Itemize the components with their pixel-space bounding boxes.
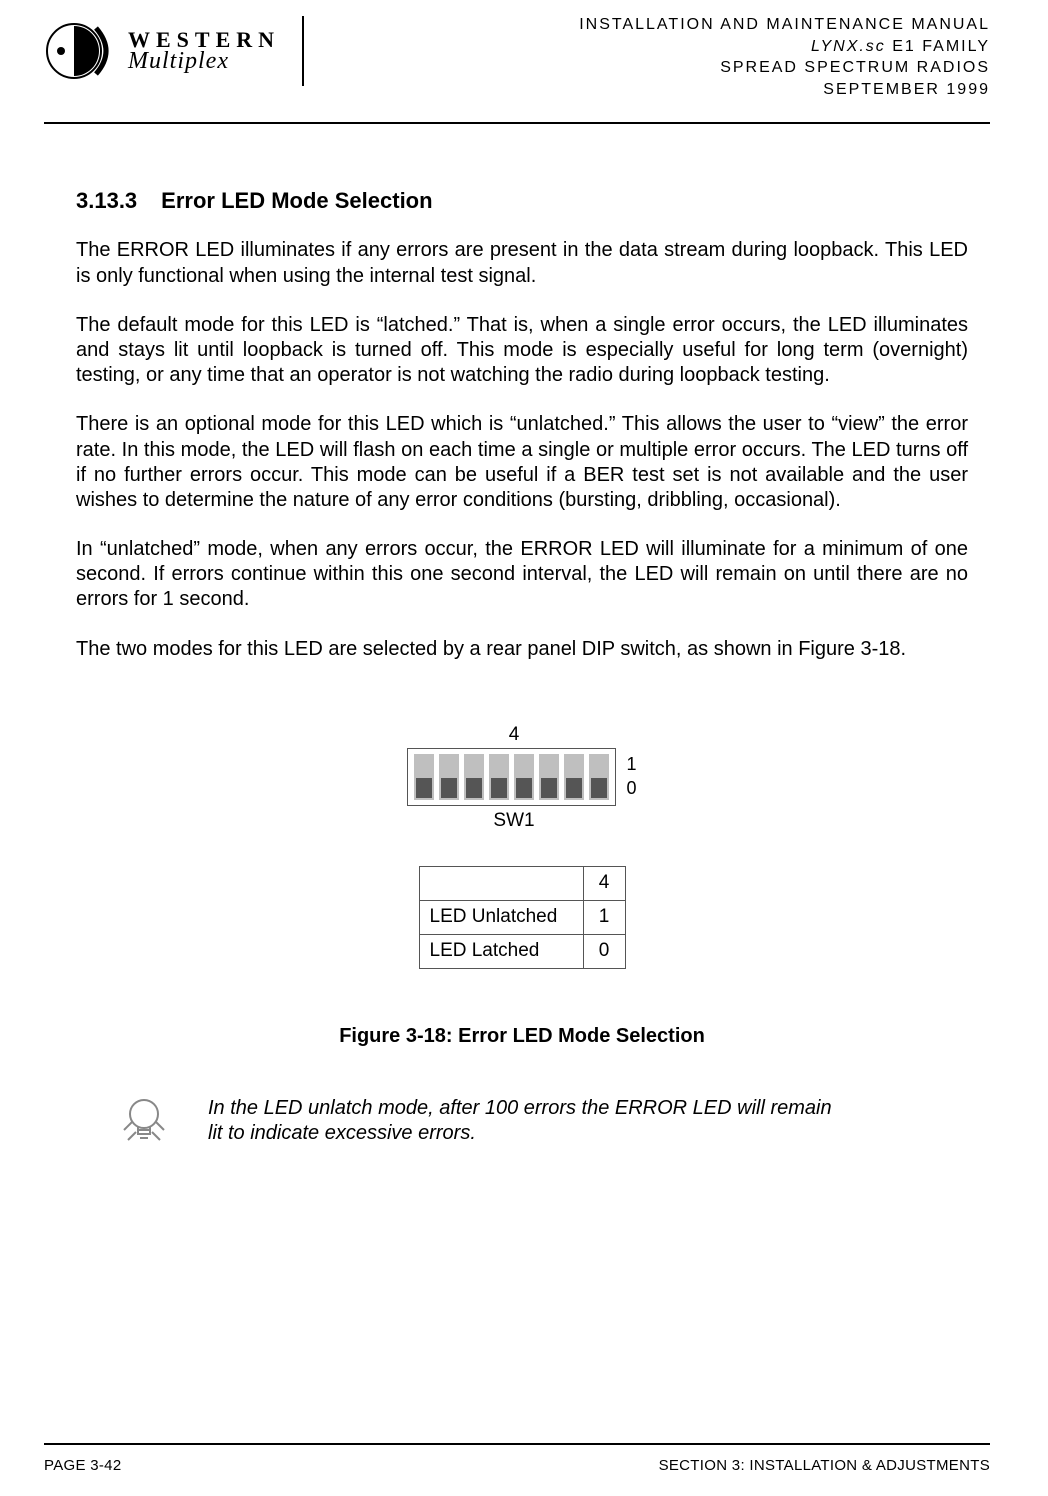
dip-slot (439, 754, 459, 800)
table-cell-label: LED Latched (419, 934, 583, 968)
header-line3: SPREAD SPECTRUM RADIOS (579, 57, 990, 79)
section-number: 3.13.3 (76, 188, 137, 214)
note-block: In the LED unlatch mode, after 100 error… (76, 1096, 968, 1155)
dip-slot (464, 754, 484, 800)
dip-side-hi: 1 (626, 754, 636, 776)
table-cell-val: 1 (583, 900, 625, 934)
header-line2: LYNX.sc E1 FAMILY (579, 36, 990, 58)
page-header: WESTERN Multiplex INSTALLATION AND MAINT… (44, 14, 990, 116)
dip-slot (564, 754, 584, 800)
logo-line2: Multiplex (128, 49, 280, 73)
header-line4: SEPTEMBER 1999 (579, 79, 990, 101)
dip-slot (414, 754, 434, 800)
table-cell-label: LED Unlatched (419, 900, 583, 934)
dip-side-lo: 0 (626, 778, 636, 800)
dip-slot (489, 754, 509, 800)
table-header-row: 4 (419, 866, 625, 900)
footer-row: PAGE 3-42 SECTION 3: INSTALLATION & ADJU… (44, 1457, 990, 1474)
figure-block: 4 1 0 SW1 4 LED Unlatched 1 LED Latched (76, 724, 968, 1048)
dip-slot (514, 754, 534, 800)
content-area: 3.13.3 Error LED Mode Selection The ERRO… (44, 124, 990, 1154)
dip-thumb (541, 778, 557, 798)
note-text: In the LED unlatch mode, after 100 error… (208, 1096, 848, 1147)
dip-body (407, 748, 616, 806)
body-text: The ERROR LED illuminates if any errors … (76, 238, 968, 661)
section-title: Error LED Mode Selection (161, 188, 432, 214)
dip-name-label: SW1 (493, 810, 534, 832)
table-cell-val: 0 (583, 934, 625, 968)
logo-text: WESTERN Multiplex (128, 16, 304, 86)
logo-mark-icon (44, 22, 118, 80)
paragraph-3: There is an optional mode for this LED w… (76, 412, 968, 513)
footer-rule (44, 1443, 990, 1445)
dip-thumb (566, 778, 582, 798)
dip-thumb (441, 778, 457, 798)
paragraph-5: The two modes for this LED are selected … (76, 637, 968, 662)
footer-left: PAGE 3-42 (44, 1457, 121, 1474)
table-row: LED Latched 0 (419, 934, 625, 968)
dip-side-labels: 1 0 (626, 754, 636, 800)
dip-slot (539, 754, 559, 800)
table-header-val: 4 (583, 866, 625, 900)
dip-row: 1 0 (407, 748, 636, 806)
paragraph-1: The ERROR LED illuminates if any errors … (76, 238, 968, 288)
figure-caption: Figure 3-18: Error LED Mode Selection (339, 1025, 705, 1048)
header-right: INSTALLATION AND MAINTENANCE MANUAL LYNX… (579, 14, 990, 100)
dip-thumb (466, 778, 482, 798)
dip-thumb (516, 778, 532, 798)
logo: WESTERN Multiplex (44, 14, 304, 86)
dip-thumb (416, 778, 432, 798)
dip-top-label: 4 (509, 724, 520, 746)
dip-thumb (591, 778, 607, 798)
mode-table: 4 LED Unlatched 1 LED Latched 0 (419, 866, 626, 969)
header-line1: INSTALLATION AND MAINTENANCE MANUAL (579, 14, 990, 36)
paragraph-2: The default mode for this LED is “latche… (76, 313, 968, 389)
lightbulb-icon (120, 1096, 168, 1155)
footer-right: SECTION 3: INSTALLATION & ADJUSTMENTS (659, 1457, 990, 1474)
section-heading: 3.13.3 Error LED Mode Selection (76, 188, 968, 214)
table-row: LED Unlatched 1 (419, 900, 625, 934)
table-header-empty (419, 866, 583, 900)
dip-switch-diagram: 4 1 0 SW1 (407, 724, 636, 832)
paragraph-4: In “unlatched” mode, when any errors occ… (76, 537, 968, 613)
page-footer: PAGE 3-42 SECTION 3: INSTALLATION & ADJU… (44, 1443, 990, 1474)
dip-thumb (491, 778, 507, 798)
dip-slot (589, 754, 609, 800)
